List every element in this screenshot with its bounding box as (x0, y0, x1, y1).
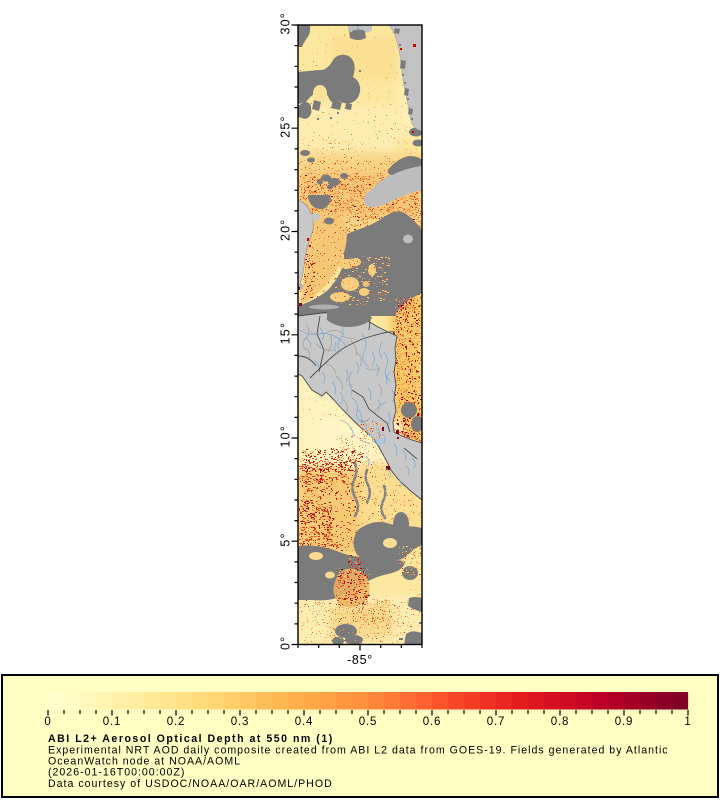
svg-text:0.1: 0.1 (103, 716, 121, 728)
svg-text:20°: 20° (279, 219, 293, 242)
svg-text:0.6: 0.6 (423, 716, 441, 728)
svg-text:25°: 25° (279, 115, 293, 138)
svg-text:0.5: 0.5 (359, 716, 377, 728)
svg-text:OceanWatch node at NOAA/AOML: OceanWatch node at NOAA/AOML (48, 756, 241, 768)
svg-text:Experimental NRT AOD daily com: Experimental NRT AOD daily composite cre… (48, 744, 669, 756)
svg-text:10°: 10° (279, 425, 293, 448)
svg-text:(2026-01-16T00:00:00Z): (2026-01-16T00:00:00Z) (48, 767, 185, 779)
svg-text:0°: 0° (279, 636, 293, 650)
svg-text:ABI L2+ Aerosol Optical Depth: ABI L2+ Aerosol Optical Depth at 550 nm … (48, 733, 334, 745)
svg-text:0: 0 (44, 716, 51, 728)
svg-text:15°: 15° (279, 322, 293, 345)
svg-text:0.4: 0.4 (295, 716, 313, 728)
svg-text:1: 1 (684, 716, 691, 728)
svg-text:30°: 30° (279, 12, 293, 35)
svg-text:0.7: 0.7 (487, 716, 505, 728)
svg-text:5°: 5° (279, 532, 293, 546)
svg-text:Data courtesy of USDOC/NOAA/OA: Data courtesy of USDOC/NOAA/OAR/AOML/PHO… (48, 778, 333, 790)
svg-text:0.8: 0.8 (551, 716, 569, 728)
svg-text:0.2: 0.2 (167, 716, 185, 728)
svg-text:-85°: -85° (347, 653, 373, 667)
svg-text:0.9: 0.9 (615, 716, 633, 728)
svg-text:0.3: 0.3 (231, 716, 249, 728)
